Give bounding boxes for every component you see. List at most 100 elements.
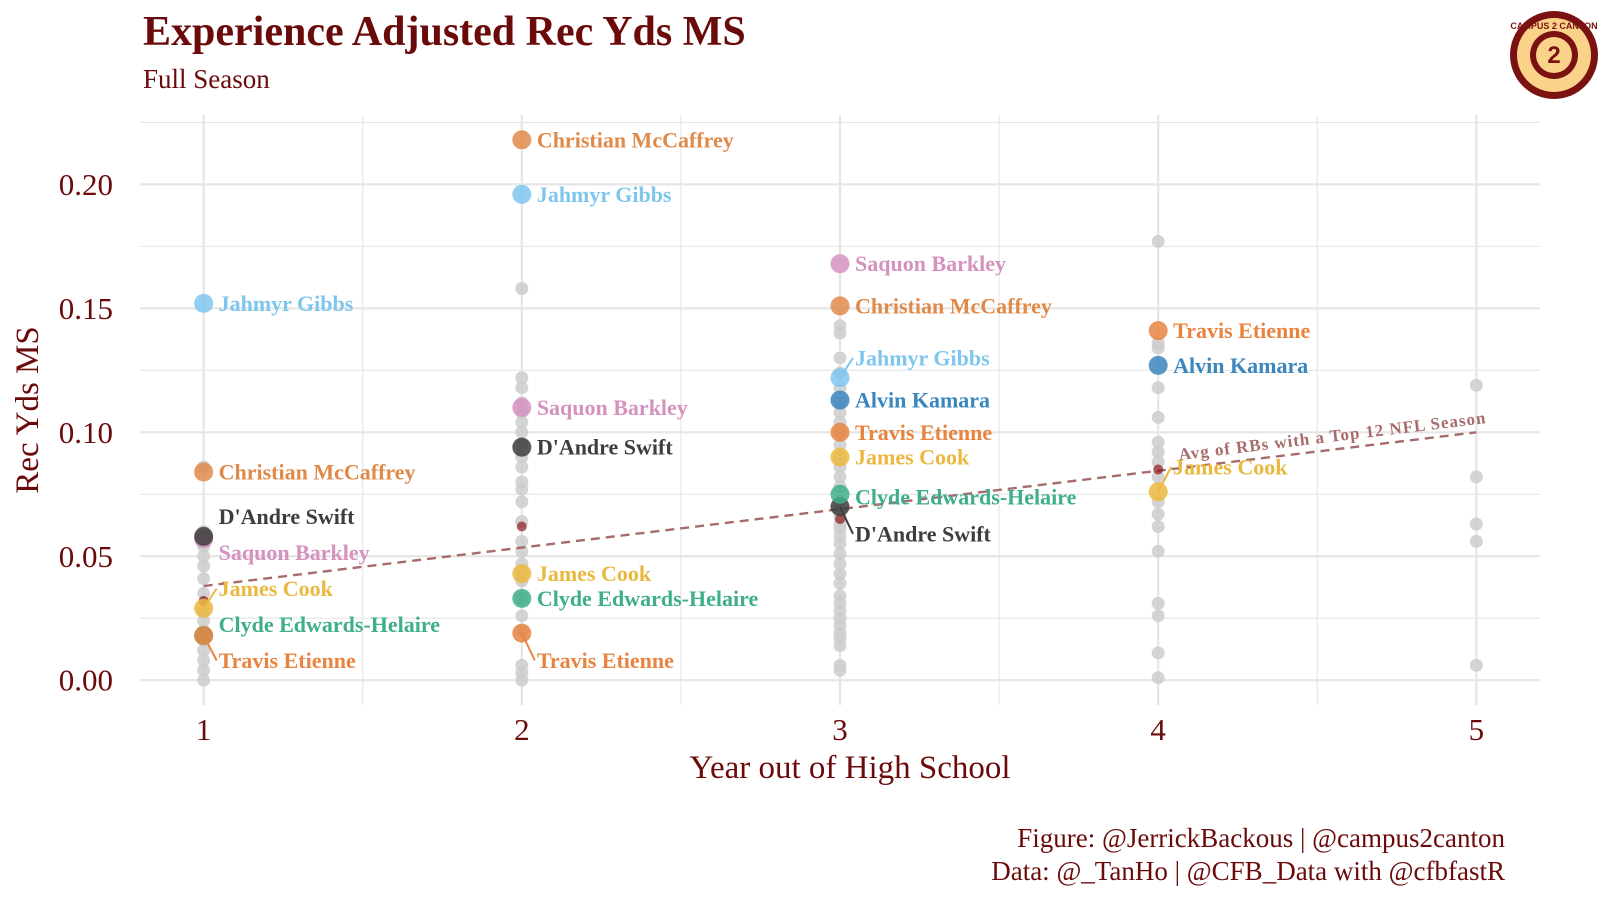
chart-subtitle: Full Season xyxy=(143,64,270,94)
player-points xyxy=(194,130,1168,646)
x-tick-label: 3 xyxy=(832,712,848,747)
label-leader-line xyxy=(839,506,854,535)
x-axis-label: Year out of High School xyxy=(689,750,1010,786)
background-point xyxy=(833,589,847,603)
y-tick-label: 0.10 xyxy=(59,415,113,450)
player-label: Alvin Kamara xyxy=(855,388,990,413)
background-point xyxy=(833,567,847,581)
logo-center-ring xyxy=(1536,37,1572,73)
player-point xyxy=(512,437,532,457)
background-point xyxy=(833,319,847,333)
background-point xyxy=(1151,381,1165,395)
player-point xyxy=(830,390,850,410)
y-tick-label: 0.20 xyxy=(59,167,113,202)
background-point xyxy=(1151,445,1165,459)
player-point xyxy=(512,184,532,204)
player-point xyxy=(830,296,850,316)
label-leader-line xyxy=(839,357,854,379)
background-point xyxy=(515,495,529,509)
background-point xyxy=(833,405,847,419)
y-tick-label: 0.00 xyxy=(59,663,113,698)
player-label: Saquon Barkley xyxy=(537,395,688,420)
y-tick-label: 0.15 xyxy=(59,291,113,326)
background-point xyxy=(197,663,211,677)
player-label: James Cook xyxy=(1173,455,1288,480)
background-point xyxy=(1151,234,1165,248)
background-point xyxy=(197,549,211,563)
player-label: Saquon Barkley xyxy=(219,540,370,565)
background-point xyxy=(1151,646,1165,660)
background-point xyxy=(515,425,529,439)
player-label: Travis Etienne xyxy=(855,420,992,445)
background-point xyxy=(515,534,529,548)
player-label: D'Andre Swift xyxy=(537,435,674,460)
player-label: Travis Etienne xyxy=(537,648,674,673)
player-point xyxy=(830,447,850,467)
background-point xyxy=(197,559,211,573)
player-label: Christian McCaffrey xyxy=(219,459,416,484)
chart-title: Experience Adjusted Rec Yds MS xyxy=(143,9,746,55)
background-point xyxy=(1151,410,1165,424)
source-line: Data: @_TanHo | @CFB_Data with @cfbfastR xyxy=(991,856,1505,886)
player-label: Christian McCaffrey xyxy=(855,293,1052,318)
player-label: D'Andre Swift xyxy=(219,504,356,529)
label-leader-line xyxy=(202,587,218,609)
background-point xyxy=(1151,544,1165,558)
player-point xyxy=(194,293,214,313)
background-point xyxy=(515,658,529,672)
player-label: Christian McCaffrey xyxy=(537,127,734,152)
y-axis-label: Rec Yds MS xyxy=(10,326,46,493)
background-point xyxy=(1469,378,1483,392)
background-point xyxy=(197,653,211,667)
player-label: Clyde Edwards-Helaire xyxy=(219,612,441,637)
player-label: James Cook xyxy=(855,445,970,470)
background-point xyxy=(515,381,529,395)
label-leader-line xyxy=(1157,466,1173,493)
background-point xyxy=(1151,596,1165,610)
credit-line: Figure: @JerrickBackous | @campus2canton xyxy=(1017,823,1505,853)
player-point xyxy=(830,422,850,442)
trend-line xyxy=(203,431,1477,588)
background-point xyxy=(1151,520,1165,534)
logo-caption: CAMPUS 2 CANTON xyxy=(1510,21,1597,31)
player-point xyxy=(512,130,532,150)
background-point xyxy=(1151,435,1165,449)
background-point xyxy=(515,371,529,385)
background-point xyxy=(1151,336,1165,350)
x-tick-label: 1 xyxy=(196,712,212,747)
x-tick-label: 5 xyxy=(1469,712,1485,747)
background-point xyxy=(515,475,529,489)
player-label: Travis Etienne xyxy=(1173,318,1310,343)
logo-text: 2 xyxy=(1547,42,1560,69)
background-point xyxy=(197,614,211,628)
background-point xyxy=(833,577,847,591)
background-point xyxy=(833,351,847,365)
player-labels: Christian McCaffrey Christian McCaffrey Ch… xyxy=(202,127,1311,673)
background-point xyxy=(515,282,529,296)
background-point xyxy=(515,460,529,474)
player-point xyxy=(830,484,850,504)
background-point xyxy=(1469,658,1483,672)
player-label: James Cook xyxy=(537,561,652,586)
player-label: Clyde Edwards-Helaire xyxy=(537,586,759,611)
background-point xyxy=(515,415,529,429)
player-label: Jahmyr Gibbs xyxy=(855,345,990,370)
background-point xyxy=(197,586,211,600)
background-point xyxy=(1469,517,1483,531)
background-point xyxy=(1151,609,1165,623)
average-marker xyxy=(835,514,845,525)
player-label: Alvin Kamara xyxy=(1173,353,1308,378)
background-point xyxy=(833,658,847,672)
figure-caption: Figure: @JerrickBackous | @campus2canton… xyxy=(991,822,1505,888)
background-point xyxy=(833,470,847,484)
player-point xyxy=(1148,355,1168,375)
background-point xyxy=(1151,671,1165,685)
background-point xyxy=(1151,507,1165,521)
background-point xyxy=(197,643,211,657)
campus2canton-logo: 2 CAMPUS 2 CANTON xyxy=(1510,11,1598,99)
x-tick-label: 4 xyxy=(1150,712,1166,747)
player-label: Saquon Barkley xyxy=(855,251,1006,276)
player-point xyxy=(194,462,214,482)
player-label: Jahmyr Gibbs xyxy=(537,182,672,207)
